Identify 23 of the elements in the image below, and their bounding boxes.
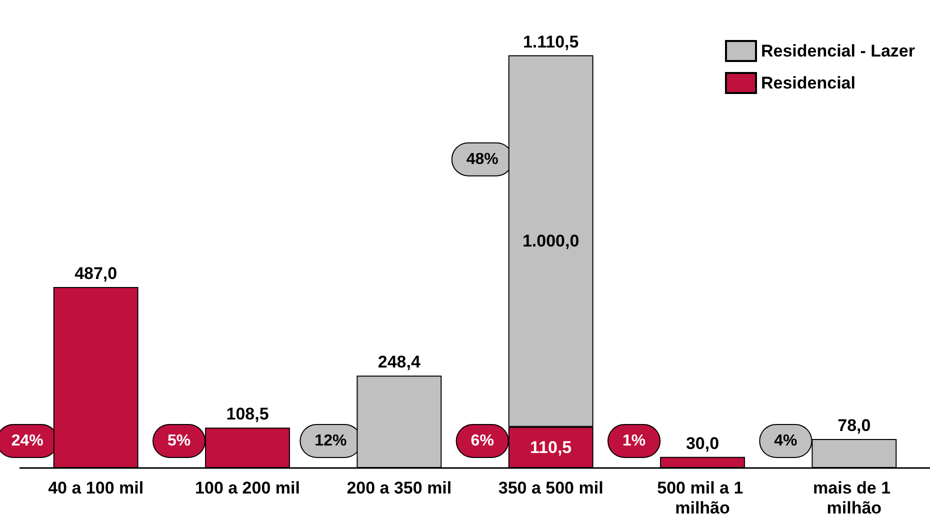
- x-tick-label: 350 a 500 mil: [498, 478, 604, 498]
- data-label: 1.000,0: [522, 232, 580, 251]
- data-label: 108,5: [226, 404, 269, 424]
- annotation: 24%: [11, 432, 44, 450]
- annotation: 12%: [314, 432, 347, 450]
- legend-label: Residencial - Lazer: [760, 42, 916, 60]
- legend-label: Residencial: [760, 74, 856, 92]
- annotation: 4%: [774, 432, 798, 450]
- annotation: 5%: [167, 432, 191, 450]
- x-tick-label: mais de 1 milhão: [813, 478, 896, 518]
- data-label: 30,0: [686, 434, 720, 453]
- x-tick-label: 100 a 200 mil: [195, 478, 300, 498]
- data-label: 78,0: [838, 416, 871, 436]
- total-label: 1.110,5: [522, 32, 579, 52]
- data-label: 248,4: [378, 352, 421, 372]
- data-label: 487,0: [74, 264, 118, 283]
- annotation: 1%: [622, 432, 646, 450]
- annotation: 6%: [470, 432, 494, 450]
- data-label: 110,5: [530, 438, 572, 457]
- x-tick-label: 40 a 100 mil: [48, 478, 144, 498]
- annotation: 48%: [466, 150, 498, 168]
- x-tick-label: 200 a 350 mil: [346, 478, 452, 498]
- x-tick-label: 500 mil a 1 milhão: [657, 478, 748, 518]
